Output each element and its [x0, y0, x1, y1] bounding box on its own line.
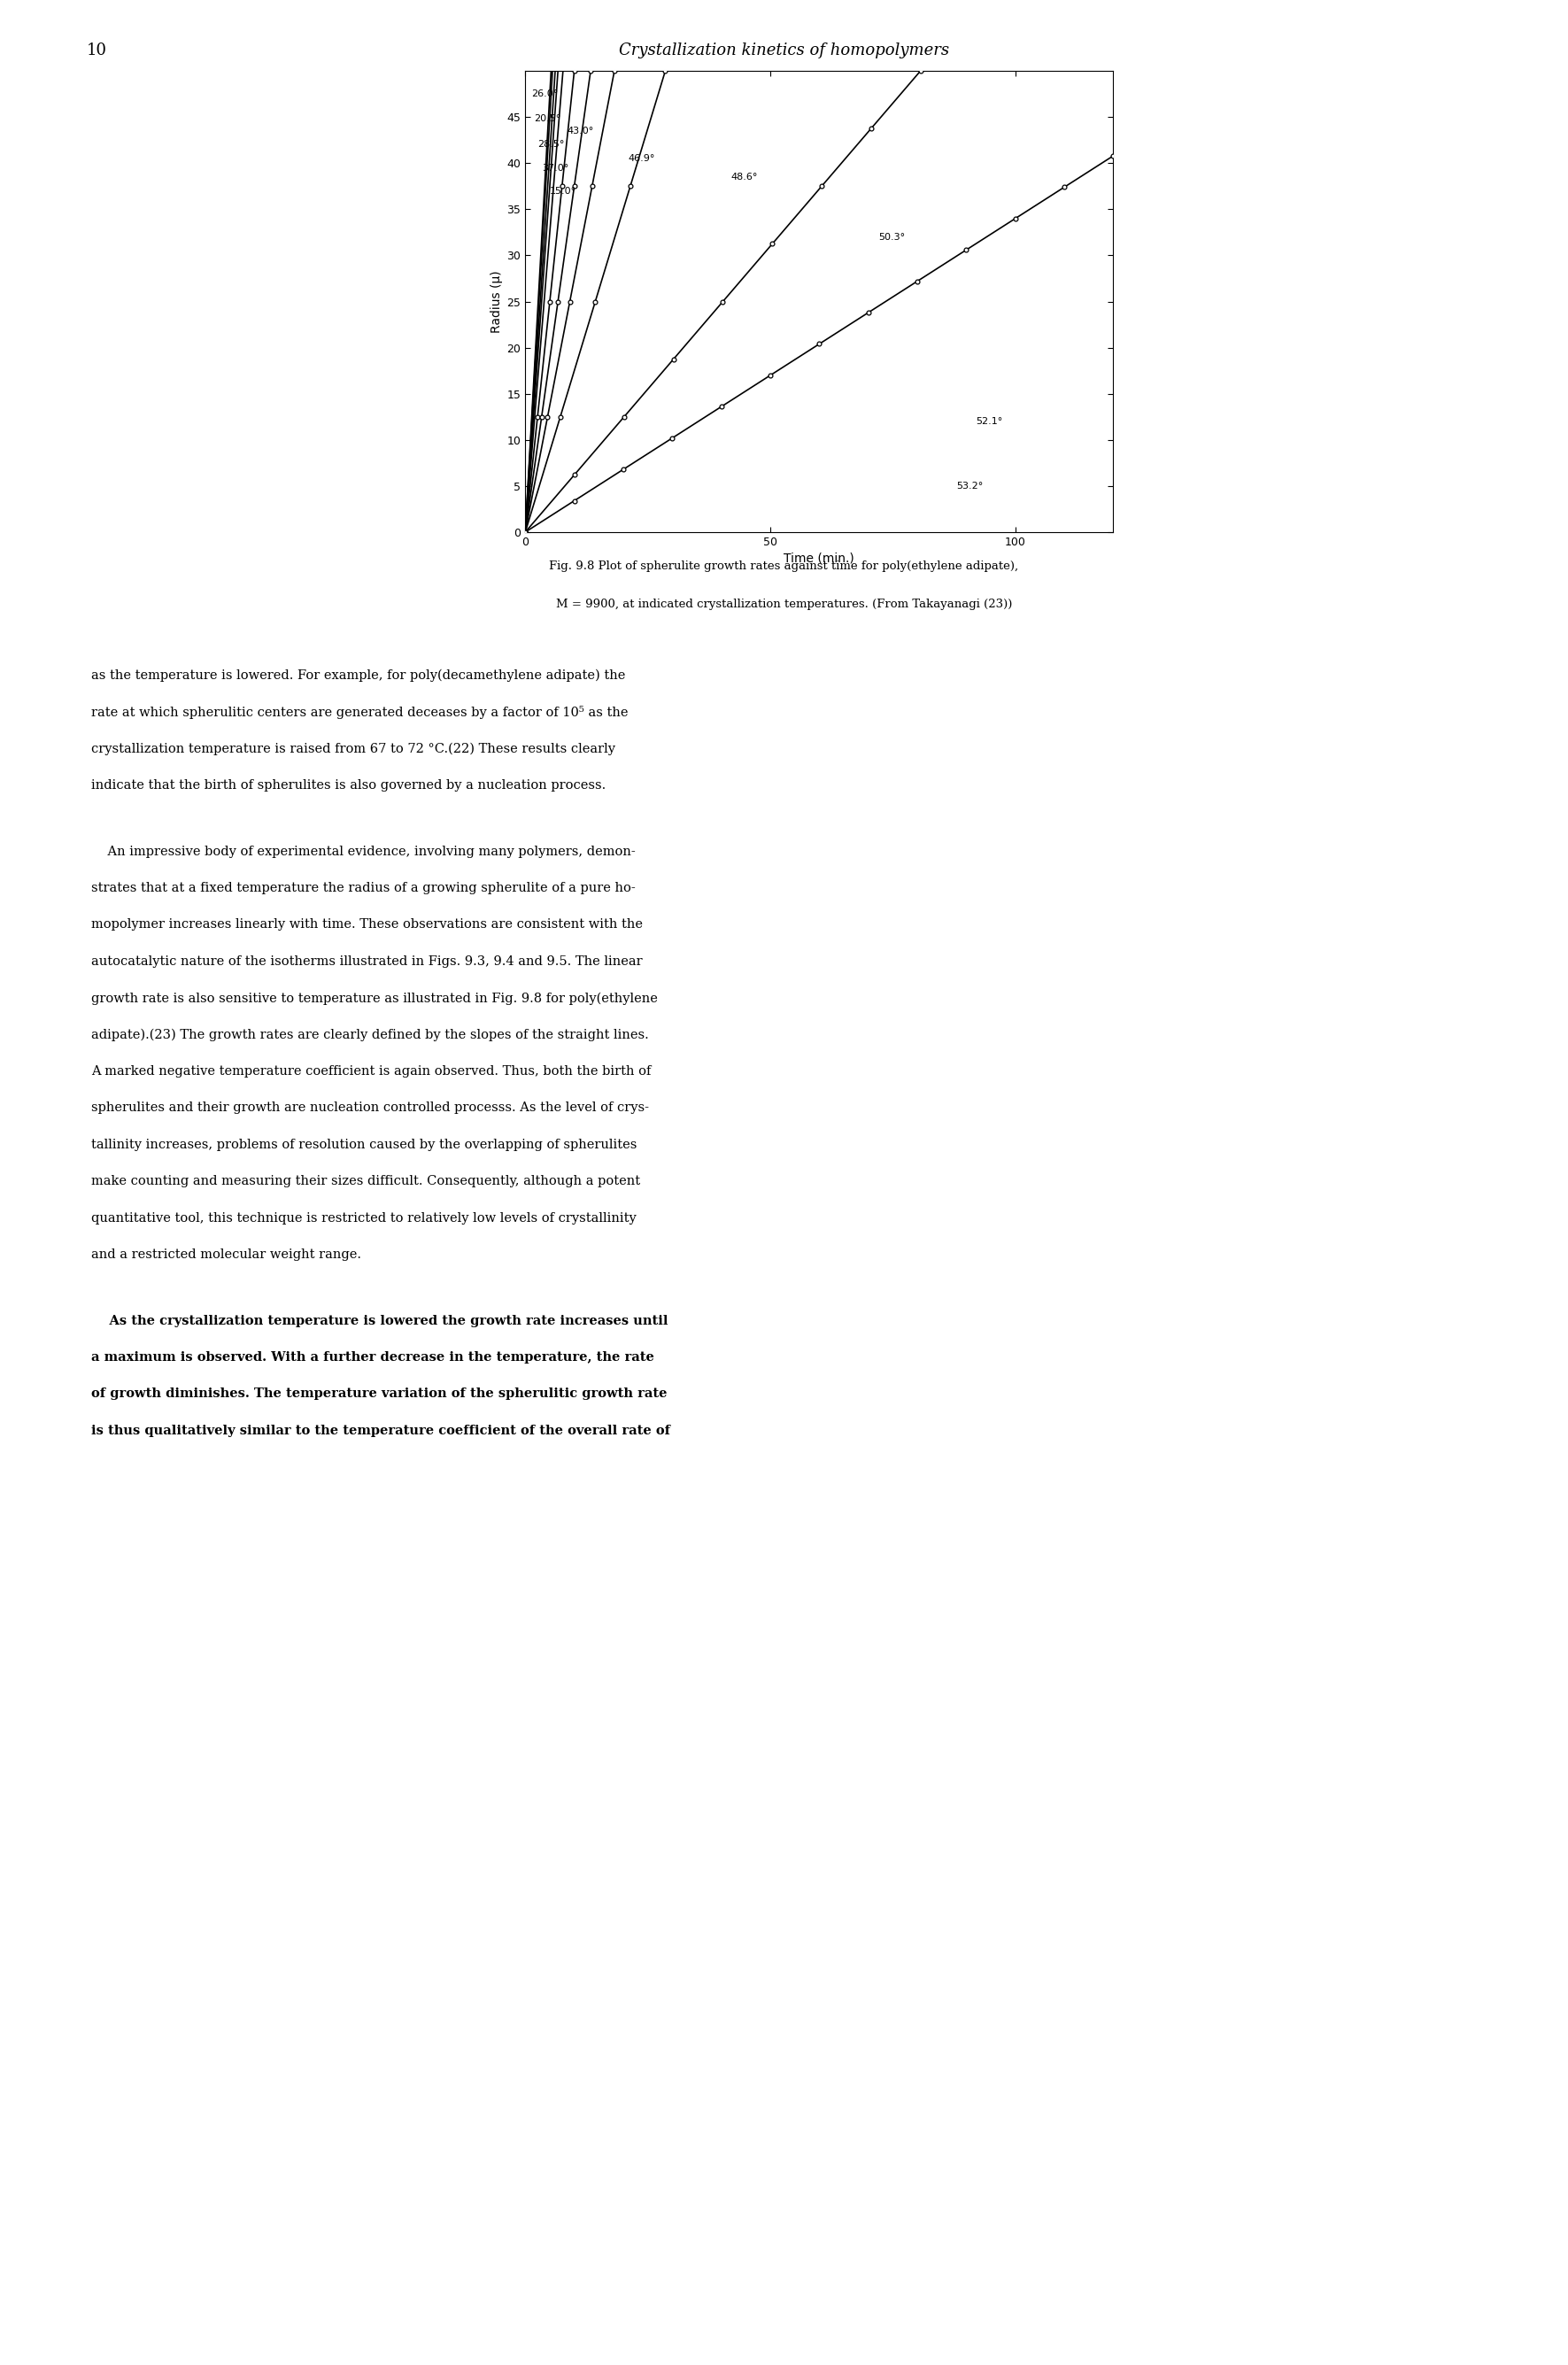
Text: as the temperature is lowered. For example, for poly(decamethylene adipate) the: as the temperature is lowered. For examp…	[91, 669, 626, 681]
Text: indicate that the birth of spherulites is also governed by a nucleation process.: indicate that the birth of spherulites i…	[91, 780, 605, 792]
Text: tallinity increases, problems of resolution caused by the overlapping of spherul: tallinity increases, problems of resolut…	[91, 1138, 637, 1152]
Text: M = 9900, at indicated crystallization temperatures. (From Takayanagi (23)): M = 9900, at indicated crystallization t…	[555, 598, 1013, 610]
Text: 26.0°: 26.0°	[532, 90, 558, 99]
Text: An impressive body of experimental evidence, involving many polymers, demon-: An impressive body of experimental evide…	[91, 844, 635, 858]
Text: a maximum is observed. With a further decrease in the temperature, the rate: a maximum is observed. With a further de…	[91, 1350, 654, 1365]
Text: 28.5°: 28.5°	[538, 140, 564, 149]
Text: 20.5°: 20.5°	[535, 114, 561, 123]
Text: 53.2°: 53.2°	[956, 482, 983, 490]
Text: 48.6°: 48.6°	[731, 173, 757, 182]
Text: Crystallization kinetics of homopolymers: Crystallization kinetics of homopolymers	[619, 43, 949, 59]
Text: 46.9°: 46.9°	[629, 154, 655, 163]
Text: adipate).(23) The growth rates are clearly defined by the slopes of the straight: adipate).(23) The growth rates are clear…	[91, 1029, 649, 1041]
Text: As the crystallization temperature is lowered the growth rate increases until: As the crystallization temperature is lo…	[91, 1315, 668, 1327]
Text: 50.3°: 50.3°	[878, 232, 905, 241]
X-axis label: Time (min.): Time (min.)	[784, 551, 855, 563]
Text: A marked negative temperature coefficient is again observed. Thus, both the birt: A marked negative temperature coefficien…	[91, 1064, 651, 1078]
Text: mopolymer increases linearly with time. These observations are consistent with t: mopolymer increases linearly with time. …	[91, 918, 643, 932]
Text: Fig. 9.8 Plot of spherulite growth rates against time for poly(ethylene adipate): Fig. 9.8 Plot of spherulite growth rates…	[549, 561, 1019, 572]
Text: 15.0°: 15.0°	[550, 187, 577, 196]
Text: 43.0°: 43.0°	[568, 125, 594, 135]
Y-axis label: Radius (μ): Radius (μ)	[491, 270, 503, 333]
Text: make counting and measuring their sizes difficult. Consequently, although a pote: make counting and measuring their sizes …	[91, 1175, 640, 1187]
Text: and a restricted molecular weight range.: and a restricted molecular weight range.	[91, 1249, 361, 1261]
Text: crystallization temperature is raised from 67 to 72 °C.(22) These results clearl: crystallization temperature is raised fr…	[91, 743, 615, 754]
Text: strates that at a fixed temperature the radius of a growing spherulite of a pure: strates that at a fixed temperature the …	[91, 882, 635, 894]
Text: rate at which spherulitic centers are generated deceases by a factor of 10⁵ as t: rate at which spherulitic centers are ge…	[91, 705, 627, 719]
Text: spherulites and their growth are nucleation controlled processs. As the level of: spherulites and their growth are nucleat…	[91, 1102, 649, 1114]
Text: 10: 10	[86, 43, 107, 59]
Text: quantitative tool, this technique is restricted to relatively low levels of crys: quantitative tool, this technique is res…	[91, 1211, 637, 1225]
Text: is thus qualitatively similar to the temperature coefficient of the overall rate: is thus qualitatively similar to the tem…	[91, 1424, 670, 1438]
Text: 37.0°: 37.0°	[543, 163, 569, 173]
Text: autocatalytic nature of the isotherms illustrated in Figs. 9.3, 9.4 and 9.5. The: autocatalytic nature of the isotherms il…	[91, 955, 643, 967]
Text: growth rate is also sensitive to temperature as illustrated in Fig. 9.8 for poly: growth rate is also sensitive to tempera…	[91, 991, 657, 1005]
Text: of growth diminishes. The temperature variation of the spherulitic growth rate: of growth diminishes. The temperature va…	[91, 1388, 666, 1400]
Text: 52.1°: 52.1°	[975, 416, 1004, 426]
